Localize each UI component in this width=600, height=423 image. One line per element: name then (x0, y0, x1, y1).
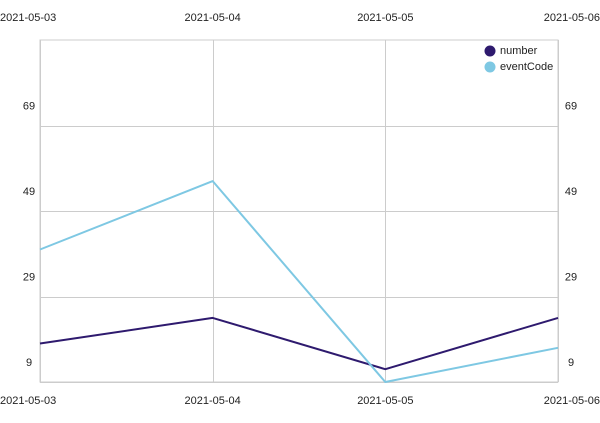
y-tick-label: 29 (23, 271, 35, 283)
y-tick-label: 49 (23, 186, 35, 198)
legend-marker-number (484, 45, 496, 57)
x-tick-label: 2021-05-05 (357, 12, 413, 24)
legend-marker-eventCode (484, 61, 496, 73)
y-axis-left: 9 29 49 69 (23, 100, 35, 369)
x-axis-bottom: 2021-05-03 2021-05-04 2021-05-05 2021-05-06 (0, 395, 600, 407)
x-tick-label: 2021-05-04 (185, 12, 241, 24)
y-tick-label: 29 (565, 271, 577, 283)
x-tick-label: 2021-05-04 (185, 395, 241, 407)
y-tick-label: 69 (565, 100, 577, 112)
grid-lines (39, 39, 559, 383)
legend: number eventCode (484, 45, 553, 73)
y-tick-label: 9 (26, 357, 32, 369)
series-line-number (39, 316, 559, 371)
x-tick-label: 2021-05-06 (544, 395, 600, 407)
y-axis-right: 9 29 49 69 (565, 100, 577, 369)
x-tick-label: 2021-05-03 (0, 395, 56, 407)
y-tick-label: 9 (568, 357, 574, 369)
legend-label-number: number (500, 45, 538, 57)
x-tick-label: 2021-05-06 (544, 12, 600, 24)
y-tick-label: 69 (23, 100, 35, 112)
series-line-eventCode (39, 180, 559, 383)
legend-label-eventCode: eventCode (500, 61, 553, 73)
x-axis-top: 2021-05-03 2021-05-04 2021-05-05 2021-05-06 (0, 12, 600, 24)
x-tick-label: 2021-05-05 (357, 395, 413, 407)
y-tick-label: 49 (565, 186, 577, 198)
series-lines (39, 180, 559, 383)
x-tick-label: 2021-05-03 (0, 12, 56, 24)
